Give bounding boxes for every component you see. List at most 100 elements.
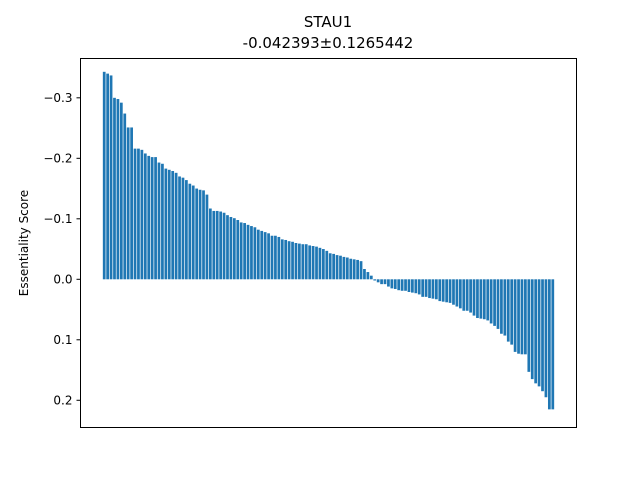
bar <box>157 162 161 280</box>
bar <box>479 279 483 319</box>
bar <box>455 279 459 307</box>
bar <box>123 113 127 280</box>
bar <box>195 188 199 280</box>
bar <box>126 127 130 280</box>
y-tick-label: 0.1 <box>53 333 72 347</box>
bar <box>513 279 517 352</box>
bar <box>397 279 401 291</box>
bar <box>250 226 253 280</box>
bar <box>178 176 181 280</box>
bar <box>517 279 520 354</box>
bar <box>294 243 298 280</box>
plot-area-frame <box>80 58 577 428</box>
bar <box>524 279 527 355</box>
bar <box>366 272 370 280</box>
bar <box>438 279 442 302</box>
bar <box>537 279 541 387</box>
bar <box>119 102 123 280</box>
bar <box>113 97 116 280</box>
bar <box>130 127 133 280</box>
bar <box>541 279 544 392</box>
bar <box>445 279 449 303</box>
bar <box>380 279 383 285</box>
bar <box>472 279 476 316</box>
bar <box>493 279 496 326</box>
bar <box>383 279 387 285</box>
bar <box>270 235 274 280</box>
bar <box>263 232 267 280</box>
bar <box>191 185 195 280</box>
bar <box>551 279 555 410</box>
bar <box>212 210 216 280</box>
bar <box>400 279 404 291</box>
bar <box>431 279 435 299</box>
bar <box>407 279 411 292</box>
bar <box>462 279 466 311</box>
bar <box>465 279 469 311</box>
bar <box>277 236 281 280</box>
y-axis-ticks: −0.3 −0.2 −0.1 0.0 0.1 0.2 <box>43 91 81 407</box>
bar <box>185 180 188 280</box>
bar <box>226 215 229 280</box>
bar <box>147 155 151 280</box>
bar <box>239 222 243 280</box>
y-tick-label: 0.0 <box>53 272 72 286</box>
bar <box>390 279 394 289</box>
bar <box>414 279 418 294</box>
bar <box>328 253 332 280</box>
bar <box>482 279 486 320</box>
bar <box>393 279 397 289</box>
bar <box>133 148 137 280</box>
bar <box>349 258 353 280</box>
bar <box>208 208 212 280</box>
bar <box>243 223 246 280</box>
bar <box>274 235 277 280</box>
y-tick-label: −0.1 <box>43 212 72 226</box>
bar <box>520 279 524 355</box>
bar <box>376 279 380 283</box>
bar <box>198 189 202 280</box>
bar <box>280 239 284 280</box>
bar <box>150 157 154 280</box>
bar <box>369 275 373 280</box>
bar <box>188 183 192 280</box>
bar <box>421 279 425 297</box>
bar <box>325 250 329 280</box>
bar <box>345 257 349 280</box>
bar <box>544 279 548 398</box>
bar <box>411 279 414 293</box>
bar <box>215 210 219 280</box>
bar <box>256 229 260 280</box>
bar <box>342 256 346 280</box>
bar <box>315 246 318 280</box>
bar <box>352 259 356 280</box>
bar <box>181 177 185 280</box>
bar <box>503 279 507 336</box>
bar <box>424 279 428 297</box>
bar <box>547 279 551 410</box>
bar <box>301 244 305 280</box>
bar <box>417 279 421 295</box>
bar <box>506 279 510 342</box>
bar <box>527 279 531 372</box>
bar <box>387 279 390 287</box>
bar <box>116 99 120 280</box>
bar <box>284 239 288 280</box>
bar <box>260 230 264 280</box>
bar <box>171 171 175 280</box>
bar <box>321 249 325 280</box>
bar <box>253 227 257 280</box>
bar <box>298 243 301 280</box>
y-axis-label: Essentiality Score <box>17 190 31 296</box>
bar <box>202 190 205 280</box>
bar <box>236 220 240 280</box>
bar <box>332 253 336 280</box>
bar <box>219 211 223 280</box>
bar <box>404 279 407 291</box>
bar <box>232 218 236 280</box>
bar <box>246 224 250 280</box>
bar <box>356 259 359 280</box>
chart-subtitle: -0.042393±0.1265442 <box>243 34 414 52</box>
bar <box>434 279 438 300</box>
bar <box>154 157 157 280</box>
